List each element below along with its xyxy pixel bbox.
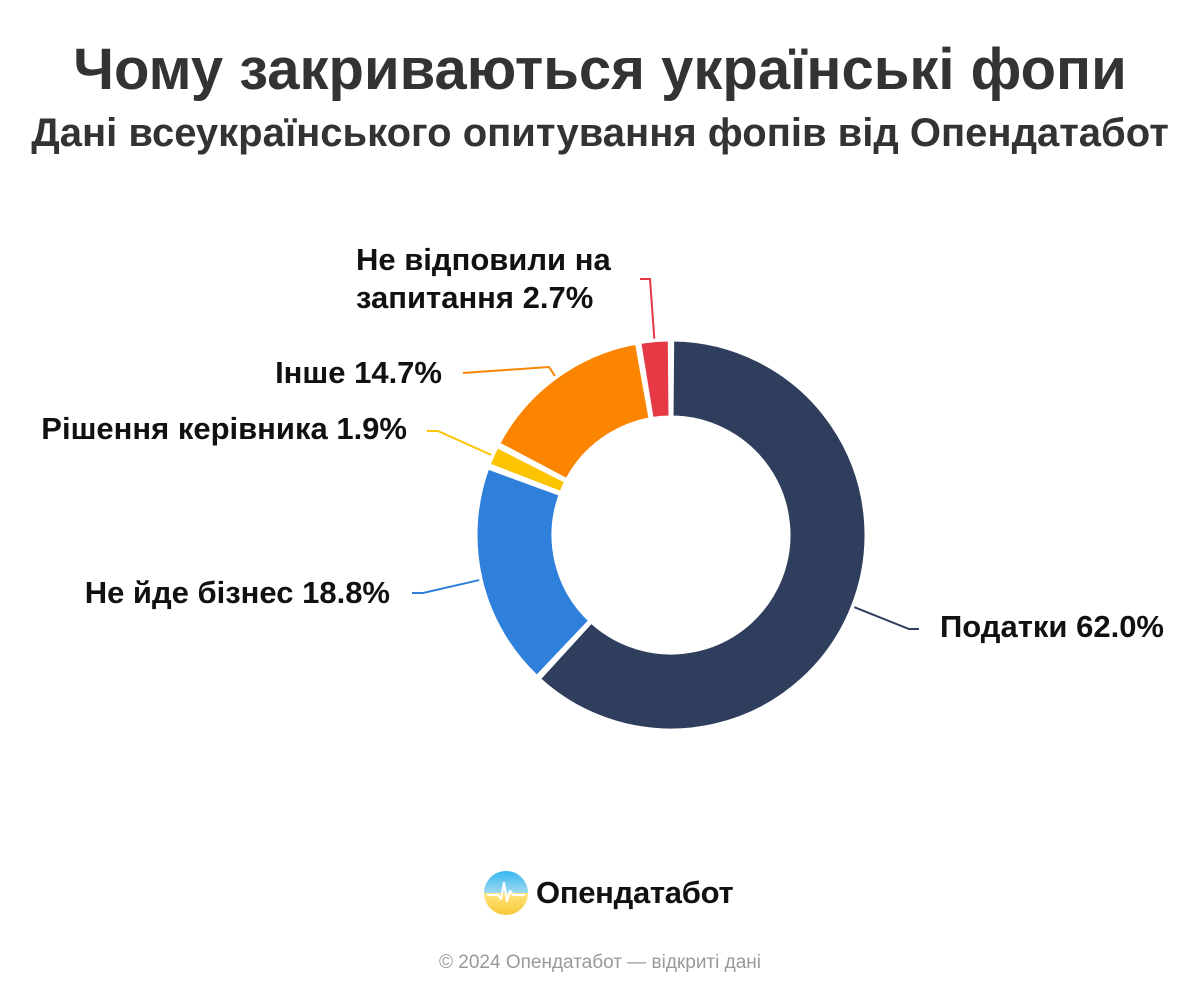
slice-label-line: Не відповили на xyxy=(356,242,611,277)
donut-slice-рішення-керівника xyxy=(487,445,568,495)
leader-line-не-відповили-на-запитання xyxy=(640,278,656,339)
leader-line-інше xyxy=(462,365,556,377)
slice-label-рішення-керівника: Рішення керівника 1.9% xyxy=(41,411,407,446)
donut-slice-інше xyxy=(497,341,652,482)
footer-copyright: © 2024 Опендатабот — відкриті дані xyxy=(439,952,761,973)
brand-name: Опендатабот xyxy=(536,875,734,910)
leader-lines xyxy=(412,278,919,630)
slice-labels: Податки 62.0% Не йде бізнес 18.8% Рішення … xyxy=(41,242,1164,644)
chart-title: Чому закриваються українські фопи xyxy=(73,37,1127,102)
donut-slice-податки xyxy=(537,338,868,732)
leader-line-податки xyxy=(853,606,919,630)
slice-label-інше: Інше 14.7% xyxy=(275,355,442,390)
slice-label-не-відповили-на-запитання: Не відповили на запитання 2.7% xyxy=(356,242,611,315)
chart-subtitle: Дані всеукраїнського опитування фопів ві… xyxy=(31,111,1169,155)
slice-label-line: запитання 2.7% xyxy=(356,280,593,315)
opendatabot-logo-icon xyxy=(484,871,528,915)
donut-slice-не-відповили-на-запитання xyxy=(638,338,672,421)
donut-slice-не-йде-бізнес xyxy=(474,466,592,679)
slice-label-податки: Податки 62.0% xyxy=(940,609,1164,644)
brand-logo: Опендатабот xyxy=(484,870,734,916)
leader-line-рішення-керівника xyxy=(427,430,492,456)
donut-slices xyxy=(474,338,868,732)
leader-line-не-йде-бізнес xyxy=(412,579,480,594)
slice-label-не-йде-бізнес: Не йде бізнес 18.8% xyxy=(85,575,390,610)
